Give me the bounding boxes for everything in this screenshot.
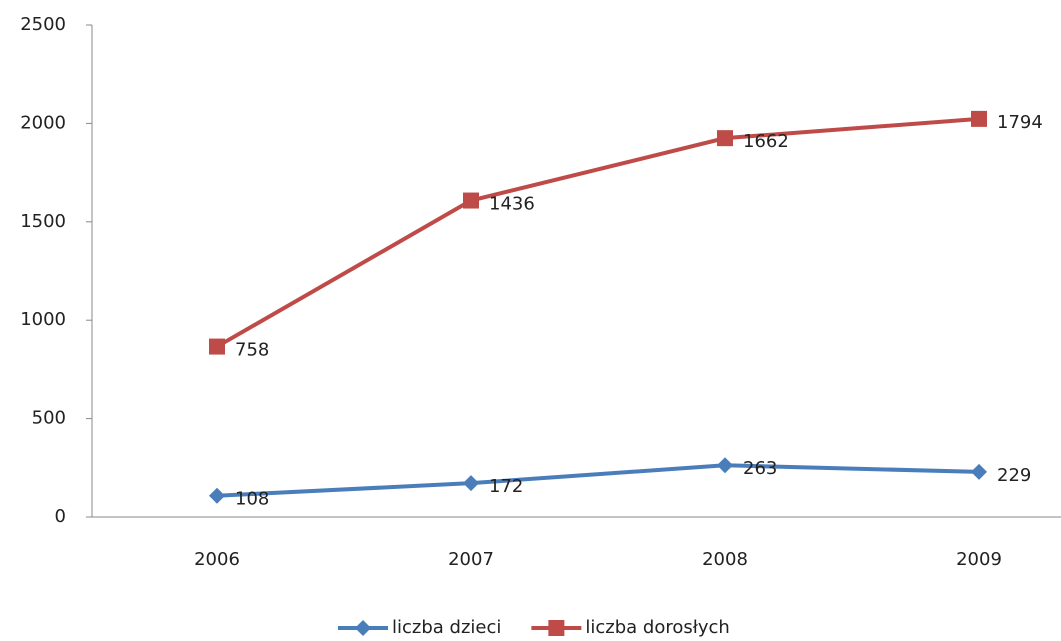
data-label: 263 xyxy=(743,458,777,479)
data-label: 1794 xyxy=(997,112,1043,133)
x-tick-label: 2008 xyxy=(702,549,748,570)
y-tick-label: 2000 xyxy=(20,112,66,133)
y-tick-label: 500 xyxy=(32,408,66,429)
data-label: 229 xyxy=(997,465,1031,486)
marker xyxy=(355,620,371,636)
x-tick-label: 2006 xyxy=(194,549,240,570)
x-tick-label: 2007 xyxy=(448,549,494,570)
x-tick-label: 2009 xyxy=(956,549,1002,570)
series-line xyxy=(216,463,980,498)
data-label: 108 xyxy=(235,489,269,510)
marker xyxy=(548,620,565,636)
y-tick-label: 1500 xyxy=(20,211,66,232)
marker xyxy=(971,110,987,127)
marker xyxy=(463,475,479,492)
data-label: 1436 xyxy=(489,194,535,215)
marker xyxy=(971,463,987,480)
marker xyxy=(717,457,733,474)
data-label: 172 xyxy=(489,476,523,497)
y-tick-label: 1000 xyxy=(20,309,66,330)
series-line xyxy=(216,116,980,349)
data-label: 1662 xyxy=(743,131,789,152)
data-label: 758 xyxy=(235,340,269,361)
marker xyxy=(463,192,479,209)
y-tick-label: 0 xyxy=(55,506,66,527)
legend-label: liczba dorosłych xyxy=(585,617,729,638)
legend-label: liczba dzieci xyxy=(392,617,501,638)
marker xyxy=(209,338,225,355)
marker xyxy=(717,130,733,147)
marker xyxy=(209,487,225,504)
y-tick-label: 2500 xyxy=(20,14,66,35)
